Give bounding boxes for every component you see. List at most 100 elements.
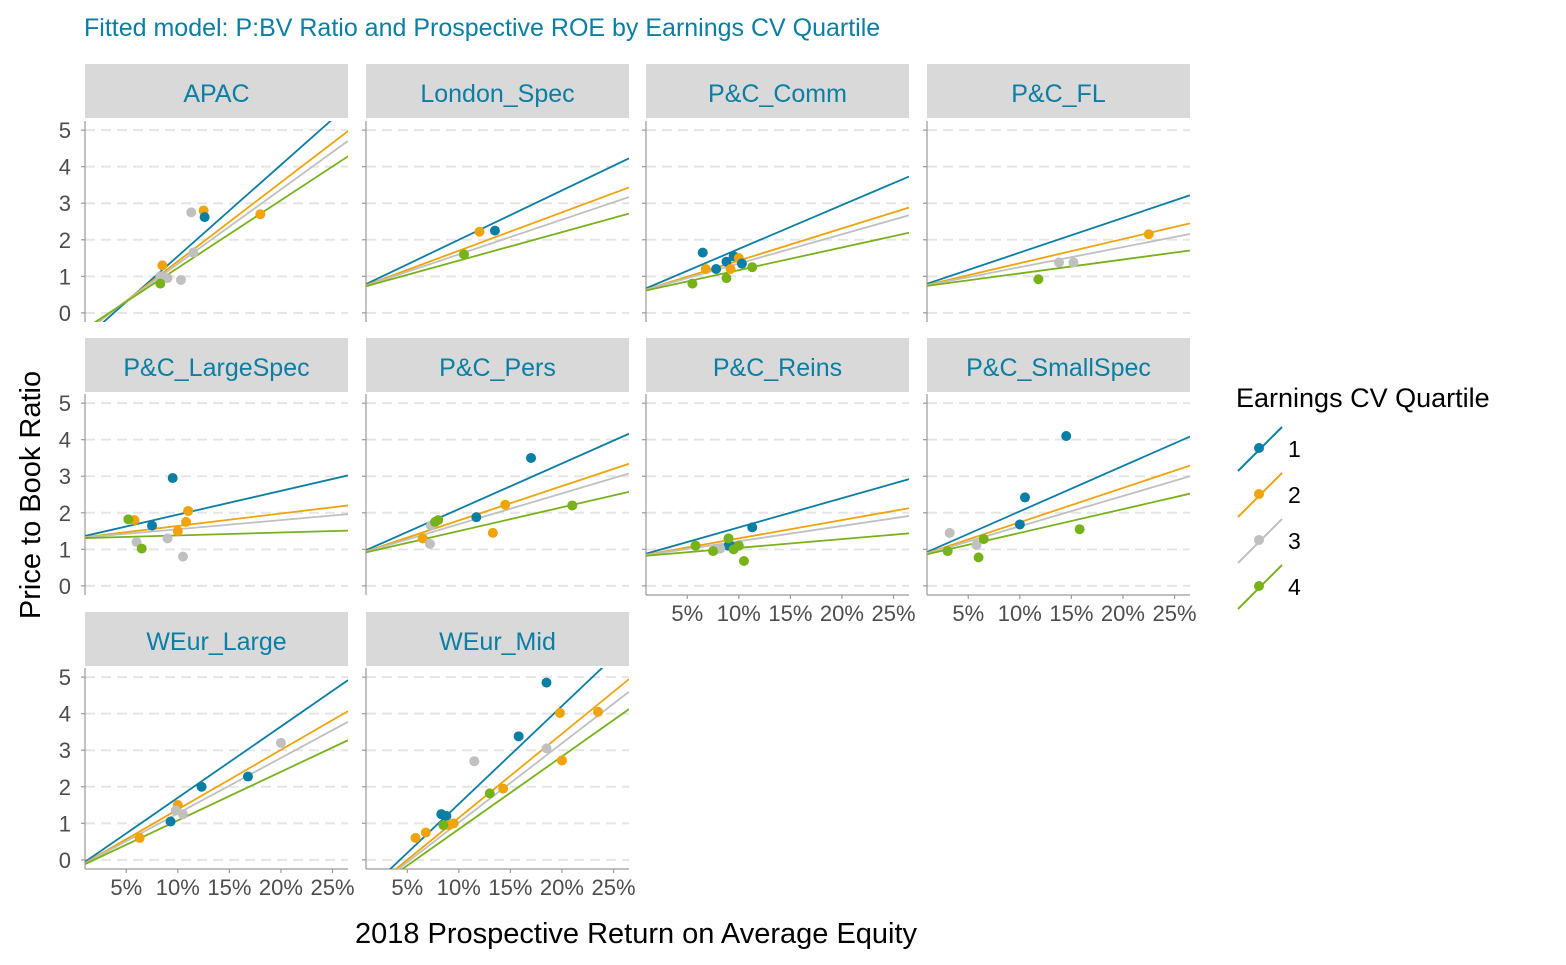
fit-line-q2	[85, 710, 348, 864]
data-point-q4	[721, 273, 732, 284]
fit-line-q2	[366, 186, 629, 287]
facet-panel-p-c-smallspec: P&C_SmallSpec 5% 10% 15% 20% 25%	[923, 338, 1197, 626]
data-point-q4	[136, 543, 147, 554]
data-point-q3	[188, 247, 199, 258]
fitted-lines	[389, 668, 629, 869]
data-point-q2	[181, 516, 192, 527]
y-tick-label: 0	[59, 848, 71, 873]
x-tick-label: 25%	[592, 875, 636, 900]
fit-line-q4	[93, 155, 348, 322]
fit-line-q4	[927, 492, 1190, 556]
facet-panel-london-spec: London_Spec	[362, 64, 629, 322]
data-point-q4	[978, 534, 989, 545]
data-point-q1	[441, 811, 452, 822]
y-axis-title: Price to Book Ratio	[15, 371, 47, 619]
x-tick-label: 5%	[110, 875, 142, 900]
data-point-q1	[196, 781, 207, 792]
facet-strip-label: WEur_Large	[146, 628, 286, 656]
facet-strip-label: APAC	[183, 80, 249, 108]
y-tick-label: 5	[59, 391, 71, 416]
facet-strip	[646, 64, 909, 118]
x-tick-label: 10%	[717, 601, 761, 626]
data-point-q2	[474, 226, 485, 237]
chart-title: Fitted model: P:BV Ratio and Prospective…	[84, 14, 880, 42]
x-tick-label: 10%	[998, 601, 1042, 626]
data-point-q2	[556, 755, 567, 766]
y-tick-label: 1	[59, 537, 71, 562]
data-point-q2	[700, 264, 711, 275]
data-point-q3	[177, 551, 188, 562]
x-axis-title: 2018 Prospective Return on Average Equit…	[355, 918, 918, 950]
data-point-q2	[448, 818, 459, 829]
legend-label: 1	[1288, 436, 1301, 462]
data-point-q2	[1143, 229, 1154, 240]
fitted-lines	[93, 121, 348, 322]
y-tick-label: 5	[59, 118, 71, 143]
fit-line-q3	[366, 196, 629, 287]
facet-strip	[927, 338, 1190, 392]
data-point-q2	[420, 827, 431, 838]
data-point-q2	[172, 526, 183, 537]
fit-line-q1	[646, 175, 909, 290]
data-point-q4	[747, 262, 758, 273]
x-tick-label: 15%	[768, 601, 812, 626]
data-point-q4	[123, 514, 134, 525]
x-tick-label: 5%	[671, 601, 703, 626]
fit-line-q4	[366, 490, 629, 554]
y-tick-label: 4	[59, 155, 71, 180]
data-point-q3	[170, 805, 181, 816]
facet-strip	[366, 612, 629, 666]
facet-panel-weur-mid: WEur_Mid 5% 10% 15% 20% 25%	[362, 612, 636, 900]
data-point-q2	[498, 783, 509, 794]
x-tick-label: 25%	[1153, 601, 1197, 626]
fit-line-q1	[85, 474, 348, 537]
y-tick-label: 4	[59, 428, 71, 453]
data-point-q1	[697, 247, 708, 258]
fit-line-q1	[389, 668, 604, 869]
legend-label: 3	[1288, 528, 1301, 554]
data-point-q2	[725, 264, 736, 275]
data-point-q2	[183, 505, 194, 516]
data-point-q4	[687, 278, 698, 289]
facets-layer: APAC 0 1 2 3 4 5 London_Spec P&C_Comm P&C_FL P&C_L…	[59, 64, 1197, 900]
data-point-q1	[513, 731, 524, 742]
y-tick-label: 0	[59, 574, 71, 599]
y-tick-label: 4	[59, 702, 71, 727]
data-point-q1	[489, 225, 500, 236]
x-tick-label: 20%	[259, 875, 303, 900]
data-point-q3	[541, 743, 552, 754]
data-point-q4	[733, 540, 744, 551]
x-tick-label: 5%	[391, 875, 423, 900]
y-tick-label: 2	[59, 228, 71, 253]
facet-strip-label: P&C_SmallSpec	[966, 354, 1151, 382]
data-point-q4	[1074, 524, 1085, 535]
fit-line-q2	[646, 206, 909, 291]
fit-line-q4	[927, 249, 1190, 287]
data-point-q4	[690, 540, 701, 551]
data-point-q4	[708, 546, 719, 557]
facet-strip-label: P&C_Reins	[713, 354, 842, 382]
x-tick-label: 15%	[488, 875, 532, 900]
data-point-q1	[736, 258, 747, 269]
data-point-q4	[433, 515, 444, 526]
data-point-q2	[487, 527, 498, 538]
legend-key-point	[1254, 489, 1264, 499]
data-point-q2	[417, 533, 428, 544]
facet-strip	[646, 338, 909, 392]
data-point-q2	[554, 707, 565, 718]
data-point-q1	[541, 677, 552, 688]
data-point-q4	[723, 533, 734, 544]
facet-strip-label: P&C_Comm	[708, 80, 847, 108]
facet-strip	[366, 338, 629, 392]
fitted-lines	[366, 432, 629, 554]
data-point-q4	[942, 546, 953, 557]
fit-line-q3	[646, 214, 909, 291]
data-point-q2	[134, 832, 145, 843]
data-point-q1	[167, 473, 178, 484]
fit-line-q1	[85, 679, 348, 863]
fitted-lines	[927, 435, 1190, 556]
y-tick-label: 5	[59, 665, 71, 690]
x-tick-label: 25%	[311, 875, 355, 900]
